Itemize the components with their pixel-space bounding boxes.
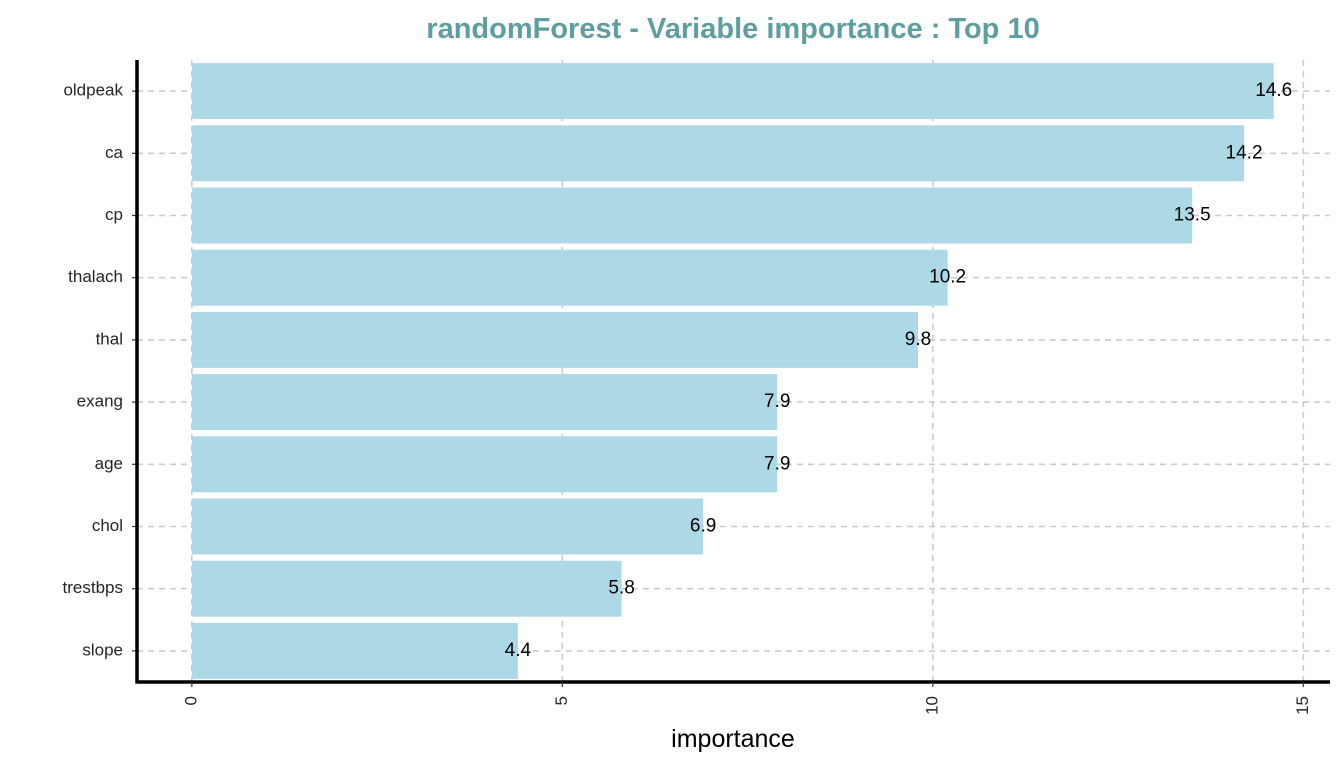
y-tick-label: cp <box>105 205 123 224</box>
x-tick-label: 10 <box>922 696 941 715</box>
bar-slope <box>191 622 518 679</box>
bar-exang <box>191 374 778 431</box>
y-axis: oldpeak ca cp thalach thal exang age chol trestb… <box>63 60 139 684</box>
x-tick-label: 15 <box>1293 696 1312 715</box>
y-tick-label: exang <box>77 392 123 411</box>
x-tick-label: 5 <box>552 696 571 705</box>
y-tick-label: ca <box>105 143 124 162</box>
bar-value-label: 4.4 <box>505 640 532 661</box>
bar-cp <box>191 187 1193 244</box>
bar-chol <box>191 498 704 555</box>
bar-value-label: 7.9 <box>764 391 790 412</box>
bar-value-label: 7.9 <box>764 453 790 474</box>
bar-value-label: 9.8 <box>905 329 931 350</box>
bar-trestbps <box>191 560 622 617</box>
bar-value-label: 5.8 <box>608 578 634 599</box>
bar-value-label: 14.2 <box>1226 142 1263 163</box>
y-tick-label: chol <box>92 516 123 535</box>
bar-value-label: 14.6 <box>1255 80 1292 101</box>
bar-thal <box>191 311 919 368</box>
bar-value-label: 6.9 <box>690 516 716 537</box>
bar-age <box>191 436 778 493</box>
x-axis: 0 5 10 15 <box>135 680 1330 715</box>
y-tick-label: slope <box>82 640 123 659</box>
x-axis-title: importance <box>671 725 795 753</box>
bar-thalach <box>191 249 948 306</box>
y-tick-label: trestbps <box>63 578 123 597</box>
y-tick-label: oldpeak <box>63 81 123 100</box>
chart-title: randomForest - Variable importance : Top… <box>426 13 1039 45</box>
x-tick-label: 0 <box>181 696 200 705</box>
bar-oldpeak <box>191 63 1274 120</box>
bars <box>191 63 1274 679</box>
bar-value-label: 13.5 <box>1174 205 1211 226</box>
bar-value-labels: 14.6 14.2 13.5 10.2 9.8 7.9 7.9 6.9 5.8 4.4 <box>505 80 1293 661</box>
y-tick-label: age <box>95 454 123 473</box>
y-tick-label: thal <box>96 329 123 348</box>
y-tick-label: thalach <box>68 267 123 286</box>
bar-value-label: 10.2 <box>929 267 966 288</box>
bar-ca <box>191 125 1245 182</box>
